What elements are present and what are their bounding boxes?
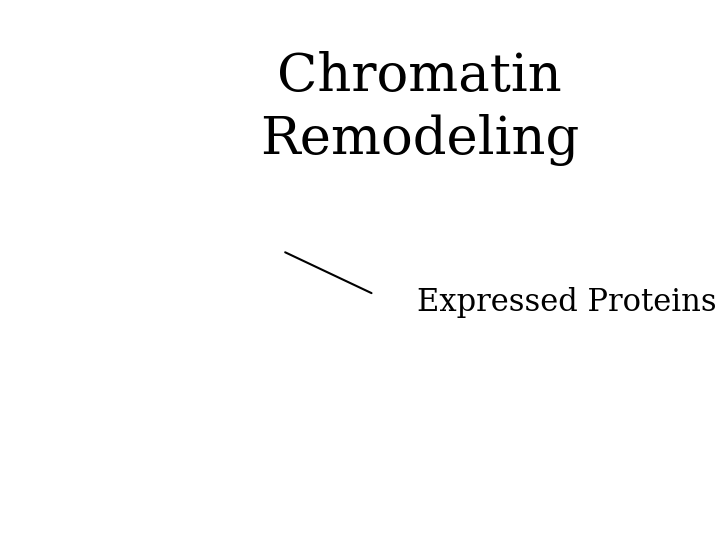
Text: Expressed Proteins: Expressed Proteins bbox=[417, 287, 716, 318]
Text: Chromatin
Remodeling: Chromatin Remodeling bbox=[260, 51, 580, 165]
